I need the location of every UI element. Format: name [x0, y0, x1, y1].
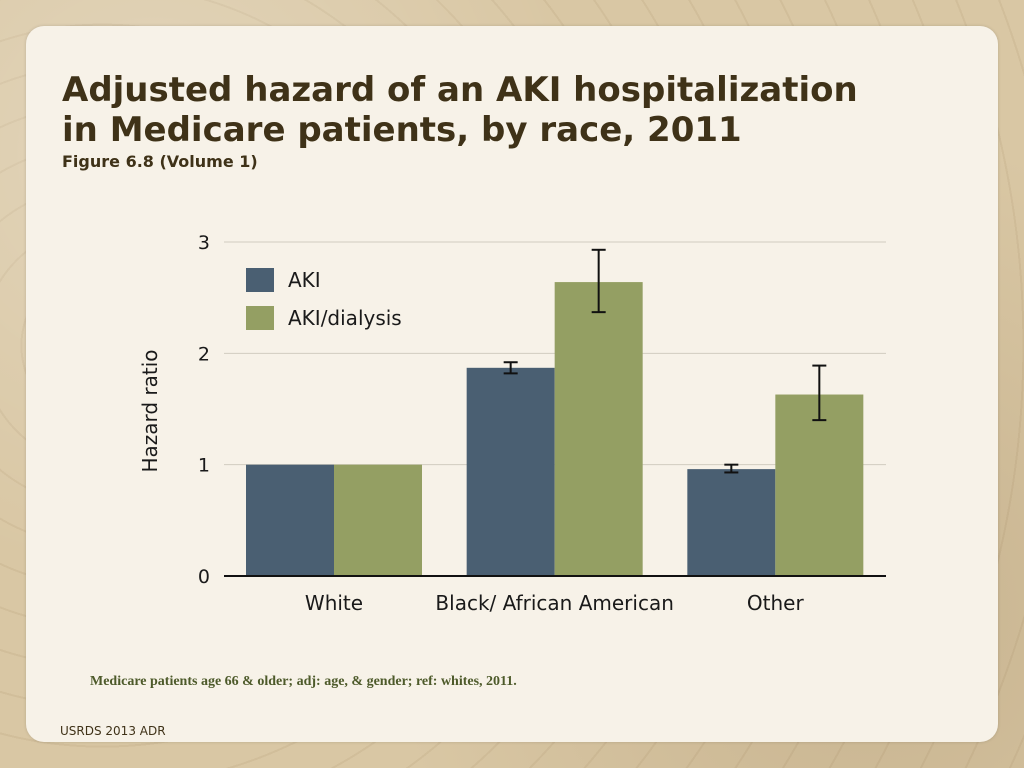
y-tick-label: 0	[198, 566, 210, 588]
legend-swatch	[246, 306, 274, 330]
source-label: USRDS 2013 ADR	[60, 724, 166, 738]
bar	[466, 367, 555, 576]
bar	[554, 282, 643, 576]
legend-swatch	[246, 268, 274, 292]
bar	[246, 464, 334, 576]
legend-label: AKI	[288, 268, 321, 292]
chart-footnote: Medicare patients age 66 & older; adj: a…	[90, 674, 517, 689]
slide-subtitle: Figure 6.8 (Volume 1)	[62, 152, 258, 171]
y-tick-label: 2	[198, 343, 210, 365]
x-category-label: Other	[747, 591, 805, 615]
x-category-label: Black/ African American	[435, 591, 673, 615]
bar	[775, 394, 864, 576]
slide-title: Adjusted hazard of an AKI hospitalizatio…	[62, 70, 858, 150]
y-tick-label: 3	[198, 232, 210, 254]
slide-title-line2: in Medicare patients, by race, 2011	[62, 110, 742, 150]
y-tick-label: 1	[198, 455, 210, 477]
slide-title-line1: Adjusted hazard of an AKI hospitalizatio…	[62, 70, 858, 110]
bar	[334, 464, 422, 576]
legend-label: AKI/dialysis	[288, 306, 402, 330]
x-category-label: White	[305, 591, 363, 615]
y-axis-label: Hazard ratio	[138, 349, 162, 472]
bar	[687, 469, 776, 576]
